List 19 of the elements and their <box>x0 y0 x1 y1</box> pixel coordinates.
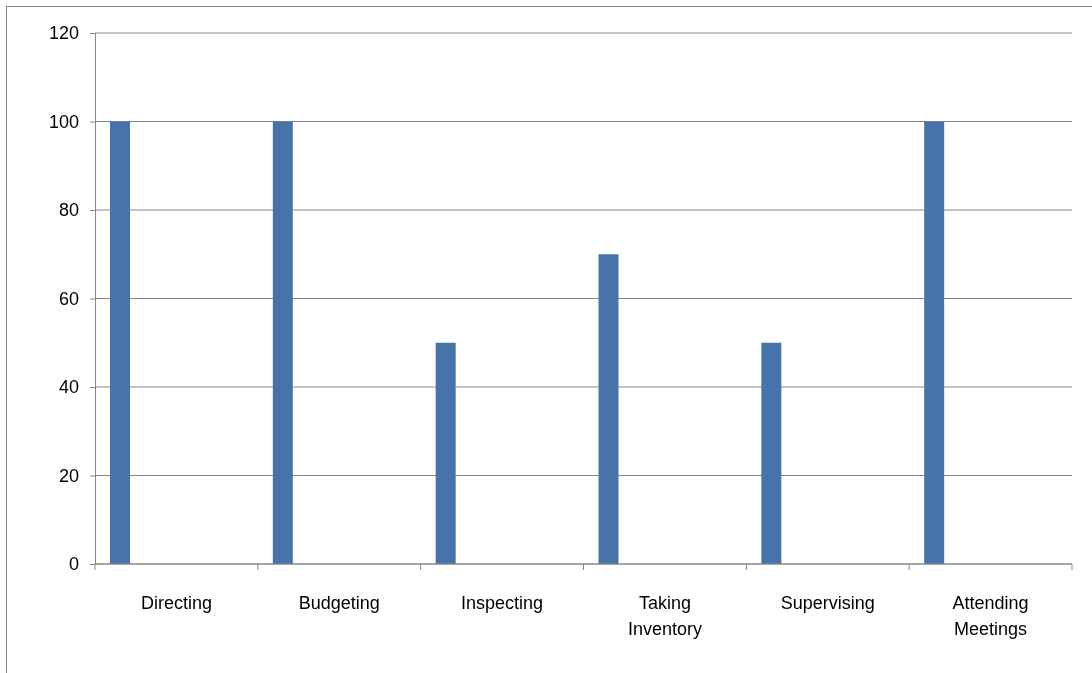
y-tick-label: 40 <box>58 377 79 398</box>
x-tick-label: Directing <box>140 593 212 613</box>
x-tick-label: Supervising <box>780 593 875 613</box>
bar <box>924 121 945 564</box>
y-tick-label: 0 <box>68 554 79 575</box>
x-tick-label: Attending Meetings <box>952 593 1029 639</box>
x-tick-label: Taking Inventory <box>627 593 702 639</box>
bar <box>598 254 619 564</box>
y-tick-label: 100 <box>48 111 79 132</box>
y-tick-label: 80 <box>58 200 79 221</box>
y-tick-label: 20 <box>58 465 79 486</box>
x-tick-label: Budgeting <box>298 593 380 613</box>
y-tick-label: 60 <box>58 288 79 309</box>
bar <box>435 342 456 564</box>
bar <box>761 342 782 564</box>
y-tick-label: 120 <box>48 23 79 44</box>
x-tick-label: Inspecting <box>461 593 544 613</box>
bar <box>110 121 130 564</box>
bar <box>272 121 293 564</box>
